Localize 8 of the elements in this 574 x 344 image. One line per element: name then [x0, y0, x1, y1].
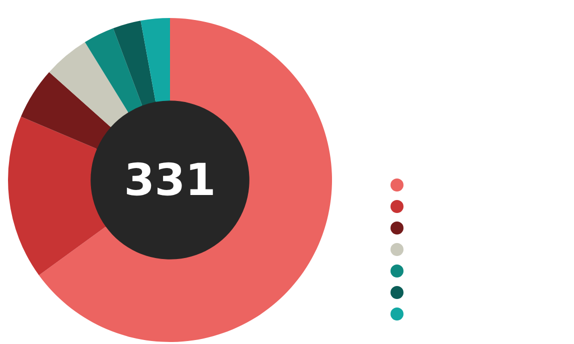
text: 331: [124, 155, 216, 206]
donut-slice: [20, 72, 111, 149]
donut-slice: [84, 28, 142, 112]
donut-slice: [49, 42, 128, 128]
donut-slice: [8, 116, 106, 276]
donut-slice: [113, 20, 156, 106]
donut-slice: [38, 18, 332, 342]
donut-slice: [140, 18, 170, 102]
